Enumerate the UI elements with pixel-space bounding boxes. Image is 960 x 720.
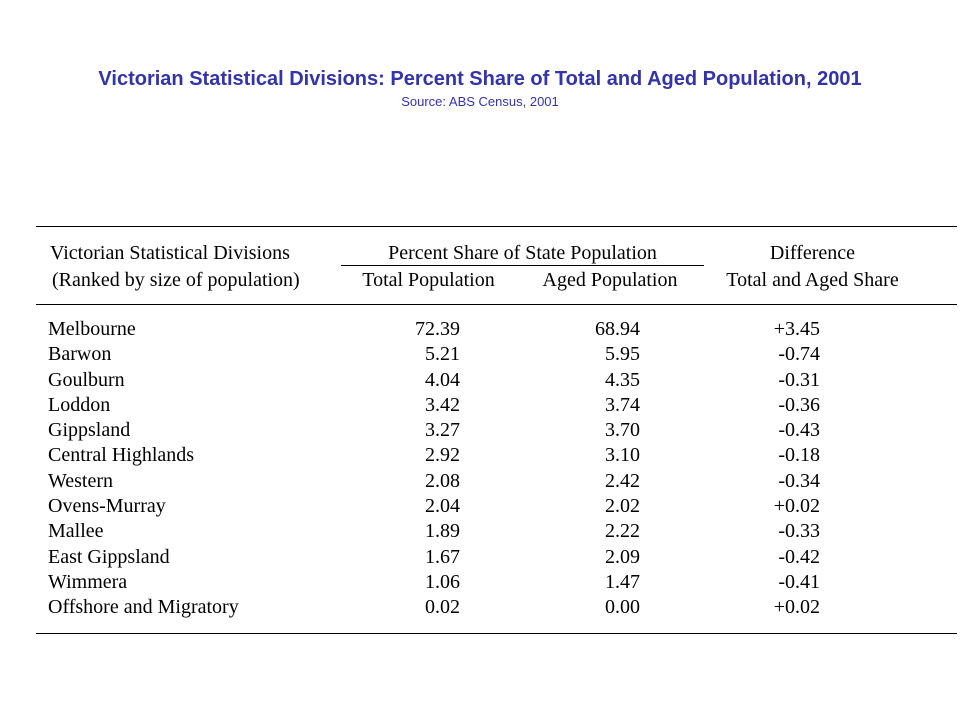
header-difference-line2: Total and Aged Share: [726, 269, 899, 291]
aged-share-cell: 4.35: [605, 368, 640, 391]
table-bottom-rule: [36, 633, 957, 634]
aged-share-cell: 3.70: [605, 419, 640, 442]
table-row: Ovens-Murray 2.04 2.02 +0.02: [0, 495, 960, 520]
aged-share-cell: 2.09: [605, 545, 640, 568]
division-cell: Central Highlands: [48, 444, 195, 467]
total-share-cell: 4.04: [425, 368, 460, 391]
division-cell: Ovens-Murray: [48, 495, 166, 518]
table-top-rule: [36, 226, 957, 227]
difference-cell: -0.31: [778, 368, 820, 391]
total-share-cell: 2.04: [425, 495, 460, 518]
header-total-population: Total Population: [362, 269, 495, 291]
aged-share-cell: 3.10: [605, 444, 640, 467]
division-cell: Western: [48, 469, 114, 492]
total-share-cell: 0.02: [425, 596, 460, 619]
table-header-rule: [36, 304, 957, 305]
aged-share-cell: 68.94: [595, 318, 640, 340]
aged-share-cell: 2.42: [605, 469, 640, 492]
division-cell: Melbourne: [48, 318, 136, 340]
total-share-cell: 3.42: [425, 393, 460, 416]
total-share-cell: 2.92: [425, 444, 460, 467]
total-share-cell: 1.67: [425, 545, 460, 568]
table-row: Wimmera 1.06 1.47 -0.41: [0, 571, 960, 596]
division-cell: Goulburn: [48, 368, 125, 391]
header-difference-line1: Difference: [769, 242, 856, 264]
difference-cell: +0.02: [773, 596, 820, 619]
table-row: Loddon 3.42 3.74 -0.36: [0, 394, 960, 419]
division-cell: Wimmera: [48, 570, 128, 593]
total-share-cell: 1.06: [425, 570, 460, 593]
source-note: Source: ABS Census, 2001: [401, 94, 559, 109]
table-row: Central Highlands 2.92 3.10 -0.18: [0, 444, 960, 469]
header-group-label: Percent Share of State Population: [388, 242, 657, 264]
table-row: Western 2.08 2.42 -0.34: [0, 470, 960, 495]
difference-cell: +0.02: [773, 495, 820, 518]
table-row: East Gippsland 1.67 2.09 -0.42: [0, 546, 960, 571]
total-share-cell: 5.21: [425, 343, 460, 366]
division-cell: East Gippsland: [48, 545, 170, 568]
aged-share-cell: 3.74: [605, 393, 640, 416]
header-group-underline: [341, 265, 704, 266]
aged-share-cell: 2.02: [605, 495, 640, 518]
division-cell: Mallee: [48, 520, 104, 543]
title-block: Victorian Statistical Divisions: Percent…: [0, 66, 960, 110]
table-row: Melbourne 72.39 68.94 +3.45: [0, 318, 960, 343]
difference-cell: -0.74: [778, 343, 820, 366]
difference-cell: -0.41: [778, 570, 820, 593]
difference-cell: -0.34: [778, 469, 820, 492]
division-cell: Barwon: [48, 343, 112, 366]
header-aged-population: Aged Population: [542, 269, 678, 291]
division-cell: Loddon: [48, 393, 111, 416]
header-division-line1: Victorian Statistical Divisions: [50, 242, 290, 264]
page-title: Victorian Statistical Divisions: Percent…: [98, 68, 862, 90]
difference-cell: -0.33: [778, 520, 820, 543]
division-cell: Gippsland: [48, 419, 131, 442]
table-row: Offshore and Migratory 0.02 0.00 +0.02: [0, 596, 960, 621]
total-share-cell: 1.89: [425, 520, 460, 543]
table-row: Barwon 5.21 5.95 -0.74: [0, 343, 960, 368]
difference-cell: -0.18: [778, 444, 820, 467]
header-division-line2: (Ranked by size of population): [52, 269, 300, 291]
aged-share-cell: 0.00: [605, 596, 640, 619]
difference-cell: -0.42: [778, 545, 820, 568]
difference-cell: -0.36: [778, 393, 820, 416]
aged-share-cell: 2.22: [605, 520, 640, 543]
table-row: Gippsland 3.27 3.70 -0.43: [0, 419, 960, 444]
aged-share-cell: 5.95: [605, 343, 640, 366]
table-row: Mallee 1.89 2.22 -0.33: [0, 520, 960, 545]
total-share-cell: 3.27: [425, 419, 460, 442]
total-share-cell: 72.39: [415, 318, 460, 340]
table-row: Goulburn 4.04 4.35 -0.31: [0, 369, 960, 394]
total-share-cell: 2.08: [425, 469, 460, 492]
difference-cell: -0.43: [778, 419, 820, 442]
difference-cell: +3.45: [773, 318, 820, 340]
division-cell: Offshore and Migratory: [48, 596, 239, 619]
table-body: Melbourne 72.39 68.94 +3.45 Barwon 5.21 …: [0, 318, 960, 622]
aged-share-cell: 1.47: [605, 570, 640, 593]
